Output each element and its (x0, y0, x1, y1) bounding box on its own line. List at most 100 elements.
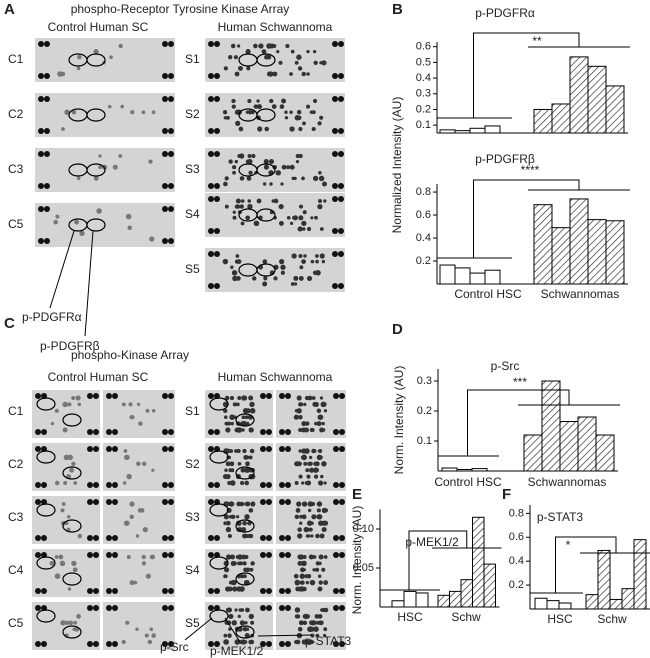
spot (235, 254, 240, 258)
row-label: C5 (8, 616, 24, 630)
spot (136, 461, 141, 467)
ref-spot (162, 446, 168, 452)
marker-ellipse (256, 163, 276, 177)
spot (311, 126, 316, 132)
spot (238, 126, 244, 132)
bar (621, 588, 635, 610)
spot (297, 115, 302, 121)
y-tick-label: 0.4 (416, 232, 431, 244)
spot (310, 216, 314, 220)
spot (312, 448, 317, 454)
spot (235, 120, 241, 127)
spot (54, 573, 61, 579)
ref-spot (338, 151, 344, 157)
spot (299, 521, 303, 525)
spot (309, 620, 314, 626)
y-tick-label: 0.5 (416, 56, 431, 68)
spot (310, 501, 316, 507)
ref-spot (333, 605, 339, 611)
spot (294, 514, 300, 520)
ref-spot (93, 535, 99, 541)
spot (241, 415, 246, 420)
spot (72, 567, 78, 573)
spot (64, 109, 70, 115)
bar (633, 539, 647, 610)
spot (57, 71, 63, 77)
group-label: HSC (397, 610, 423, 624)
arrow-label: p-MEK1/2 (210, 644, 264, 658)
spot (242, 626, 248, 632)
spot (245, 481, 249, 485)
spot (67, 454, 73, 461)
ref-spot (87, 482, 93, 488)
ref-spot (333, 535, 339, 541)
ref-spot (87, 446, 93, 452)
spot (236, 259, 242, 264)
ref-spot (162, 128, 168, 134)
ref-spot (338, 251, 344, 257)
ref-spot (266, 588, 272, 594)
spot (297, 560, 303, 566)
y-tick-label: 0.6 (416, 41, 431, 53)
ref-spot (162, 73, 168, 79)
spot (253, 43, 258, 49)
spot (249, 639, 255, 645)
spot (315, 567, 320, 572)
spot (319, 427, 325, 433)
ref-spot (106, 588, 112, 594)
spot (314, 215, 318, 220)
spot (129, 580, 135, 586)
ref-spot (44, 96, 50, 102)
spot (302, 620, 308, 625)
arrow (257, 634, 313, 637)
spot (291, 253, 297, 259)
spot (316, 508, 321, 513)
spot (299, 428, 304, 432)
spot (241, 428, 245, 432)
ref-spot (339, 446, 345, 452)
ref-spot (279, 429, 285, 435)
spot (316, 408, 322, 414)
spot (109, 55, 113, 60)
ref-spot (208, 535, 214, 541)
spot (107, 104, 112, 109)
spot (304, 527, 310, 532)
spot (313, 626, 319, 632)
spot (280, 270, 286, 275)
spot (118, 43, 123, 49)
marker-ellipse (256, 263, 276, 277)
spot (141, 561, 147, 566)
spot (227, 586, 233, 592)
spot (76, 66, 81, 71)
spot (276, 49, 280, 54)
spot (302, 227, 306, 231)
spot (240, 199, 245, 203)
ref-spot (38, 73, 44, 79)
spot (224, 176, 229, 181)
row-label: C2 (8, 457, 24, 471)
chart-title: p-STAT3 (537, 510, 584, 524)
spot (225, 520, 231, 526)
ref-spot (279, 641, 285, 647)
spot (231, 270, 238, 276)
spot (228, 515, 233, 519)
spot (136, 402, 141, 407)
spot (228, 55, 233, 60)
ref-spot (338, 283, 344, 289)
spot (306, 474, 311, 479)
spot (317, 614, 322, 619)
ref-spot (339, 535, 345, 541)
spot (321, 181, 327, 187)
spot (231, 620, 237, 626)
ref-spot (93, 641, 99, 647)
bar (546, 600, 560, 610)
spot (224, 421, 229, 426)
marker-ellipse (209, 556, 229, 570)
spot (248, 170, 253, 175)
bar (541, 380, 561, 472)
spot (305, 614, 310, 619)
spot (316, 501, 323, 507)
spot (295, 508, 301, 513)
spot (120, 104, 124, 109)
